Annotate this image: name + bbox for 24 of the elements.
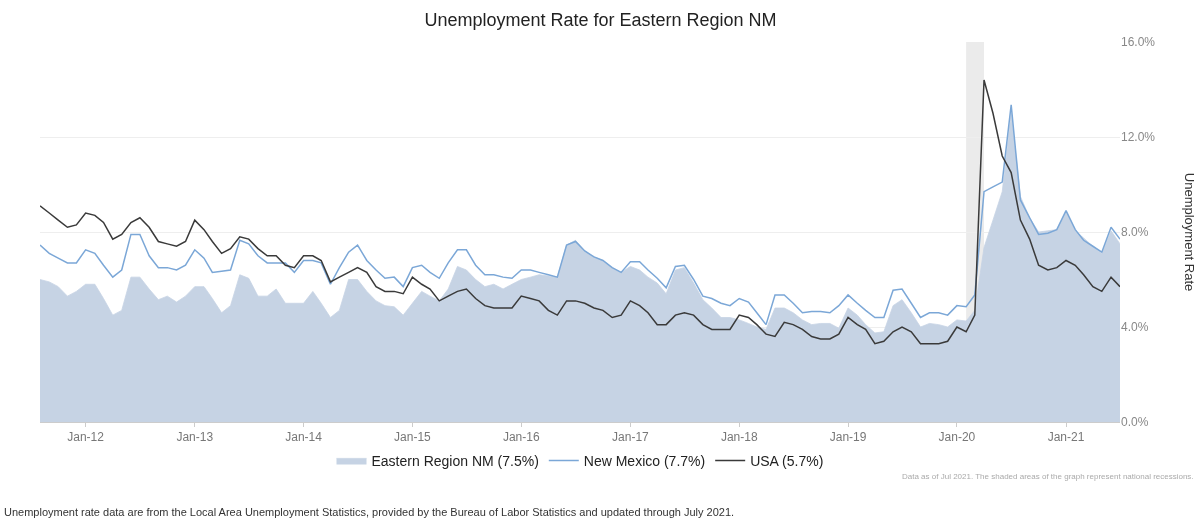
y-axis-title: Unemployment Rate <box>1182 172 1198 292</box>
x-tick-label: Jan-13 <box>176 430 214 445</box>
x-tick-label: Jan-12 <box>67 430 105 445</box>
x-tick-label: Jan-15 <box>394 430 432 445</box>
y-tick-label: 4.0% <box>1121 320 1149 335</box>
text: Data as of Jul 2021. The shaded areas of the graph represent national recessions. <box>902 472 1194 481</box>
legend-label: Eastern Region NM (7.5%) <box>371 452 539 469</box>
y-tick-label: 16.0% <box>1121 35 1156 50</box>
chart-title: Unemployment Rate for Eastern Region NM <box>424 9 777 30</box>
x-tick-label: Jan-20 <box>938 430 976 445</box>
x-tick-label: Jan-16 <box>502 430 540 445</box>
y-tick-label: 8.0% <box>1121 225 1149 240</box>
x-tick-label: Jan-19 <box>829 430 867 445</box>
y-tick-label: 0.0% <box>1121 415 1149 430</box>
y-tick-label: 12.0% <box>1121 130 1156 145</box>
x-tick-label: Jan-14 <box>285 430 323 445</box>
line-series <box>40 79 1120 345</box>
line-series <box>40 104 1120 326</box>
x-tick-label: Jan-18 <box>720 430 758 445</box>
legend-label: New Mexico (7.7%) <box>583 452 706 469</box>
x-tick-label: Jan-17 <box>612 430 650 445</box>
text: Unemployment rate data are from the Local Area Unemployment Statistics, provided by the Bureau of Labor Statistics and updated through July 2021. <box>4 506 735 518</box>
x-tick-label: Jan-21 <box>1047 430 1085 445</box>
legend-label: USA (5.7%) <box>750 452 824 469</box>
